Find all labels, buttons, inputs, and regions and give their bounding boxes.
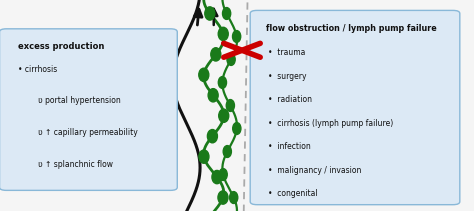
Ellipse shape <box>211 48 221 61</box>
Ellipse shape <box>226 100 235 111</box>
Text: ʋ ↑ capillary permeability: ʋ ↑ capillary permeability <box>38 128 138 137</box>
Ellipse shape <box>222 8 231 19</box>
Text: •  malignancy / invasion: • malignancy / invasion <box>268 166 362 175</box>
Text: flow obstruction / lymph pump failure: flow obstruction / lymph pump failure <box>266 24 437 33</box>
Text: •  cirrhosis (lymph pump failure): • cirrhosis (lymph pump failure) <box>268 119 394 128</box>
Text: ʋ ↑ splanchnic flow: ʋ ↑ splanchnic flow <box>38 160 113 169</box>
Ellipse shape <box>212 170 222 184</box>
Text: • cirrhosis: • cirrhosis <box>18 65 57 74</box>
Text: •  infection: • infection <box>268 142 311 151</box>
Ellipse shape <box>199 68 209 81</box>
Ellipse shape <box>219 109 229 122</box>
Ellipse shape <box>205 7 215 20</box>
Ellipse shape <box>219 169 227 180</box>
Ellipse shape <box>208 89 218 102</box>
FancyBboxPatch shape <box>0 29 177 190</box>
Ellipse shape <box>229 192 238 203</box>
Ellipse shape <box>233 31 241 42</box>
Ellipse shape <box>223 146 231 157</box>
Text: •  trauma: • trauma <box>268 48 306 57</box>
Text: •  surgery: • surgery <box>268 72 307 81</box>
Text: ʋ portal hypertension: ʋ portal hypertension <box>38 96 121 105</box>
Ellipse shape <box>219 77 227 88</box>
Ellipse shape <box>208 130 218 143</box>
Text: excess production: excess production <box>18 42 104 51</box>
FancyBboxPatch shape <box>250 10 460 205</box>
Ellipse shape <box>199 150 209 163</box>
Ellipse shape <box>233 123 241 134</box>
Ellipse shape <box>218 27 228 41</box>
Text: •  congenital: • congenital <box>268 189 318 198</box>
Text: •  radiation: • radiation <box>268 95 312 104</box>
Ellipse shape <box>227 54 235 65</box>
Ellipse shape <box>218 191 228 204</box>
